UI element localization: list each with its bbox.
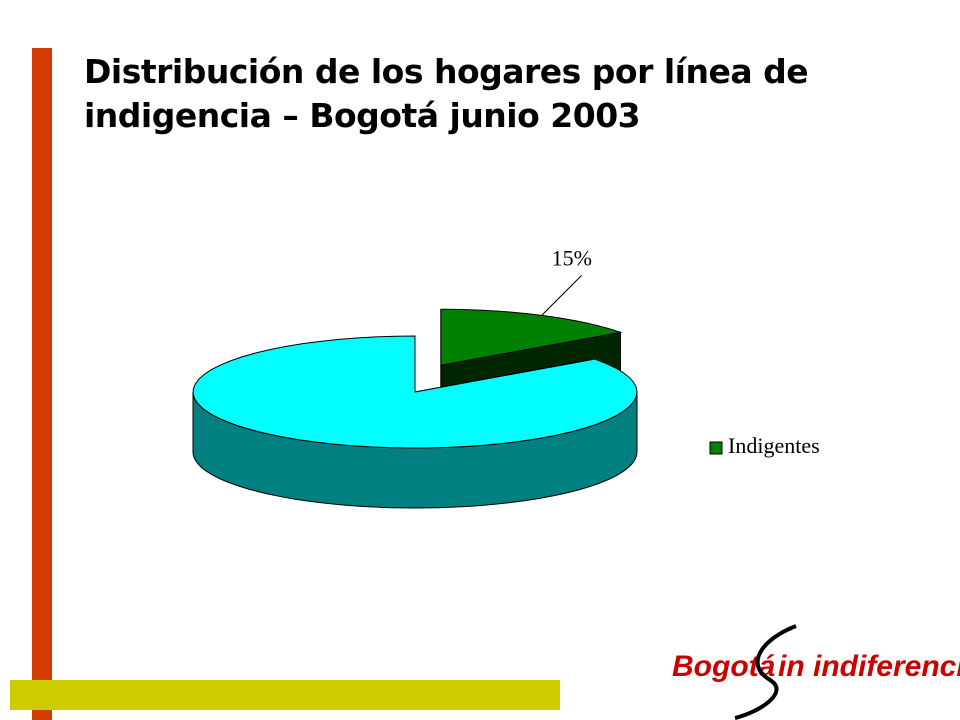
logo-swirl <box>734 624 797 720</box>
data-label: 15% <box>552 245 592 270</box>
leader-line <box>541 275 583 316</box>
legend-label: Indigentes <box>728 433 820 458</box>
legend-swatch <box>709 441 723 455</box>
side-bar <box>32 48 52 720</box>
logo-word: in indiferencia <box>778 650 960 683</box>
chart-title: Distribución de los hogares por línea de… <box>84 52 809 135</box>
bottom-bar <box>10 680 560 710</box>
slice <box>192 335 638 449</box>
